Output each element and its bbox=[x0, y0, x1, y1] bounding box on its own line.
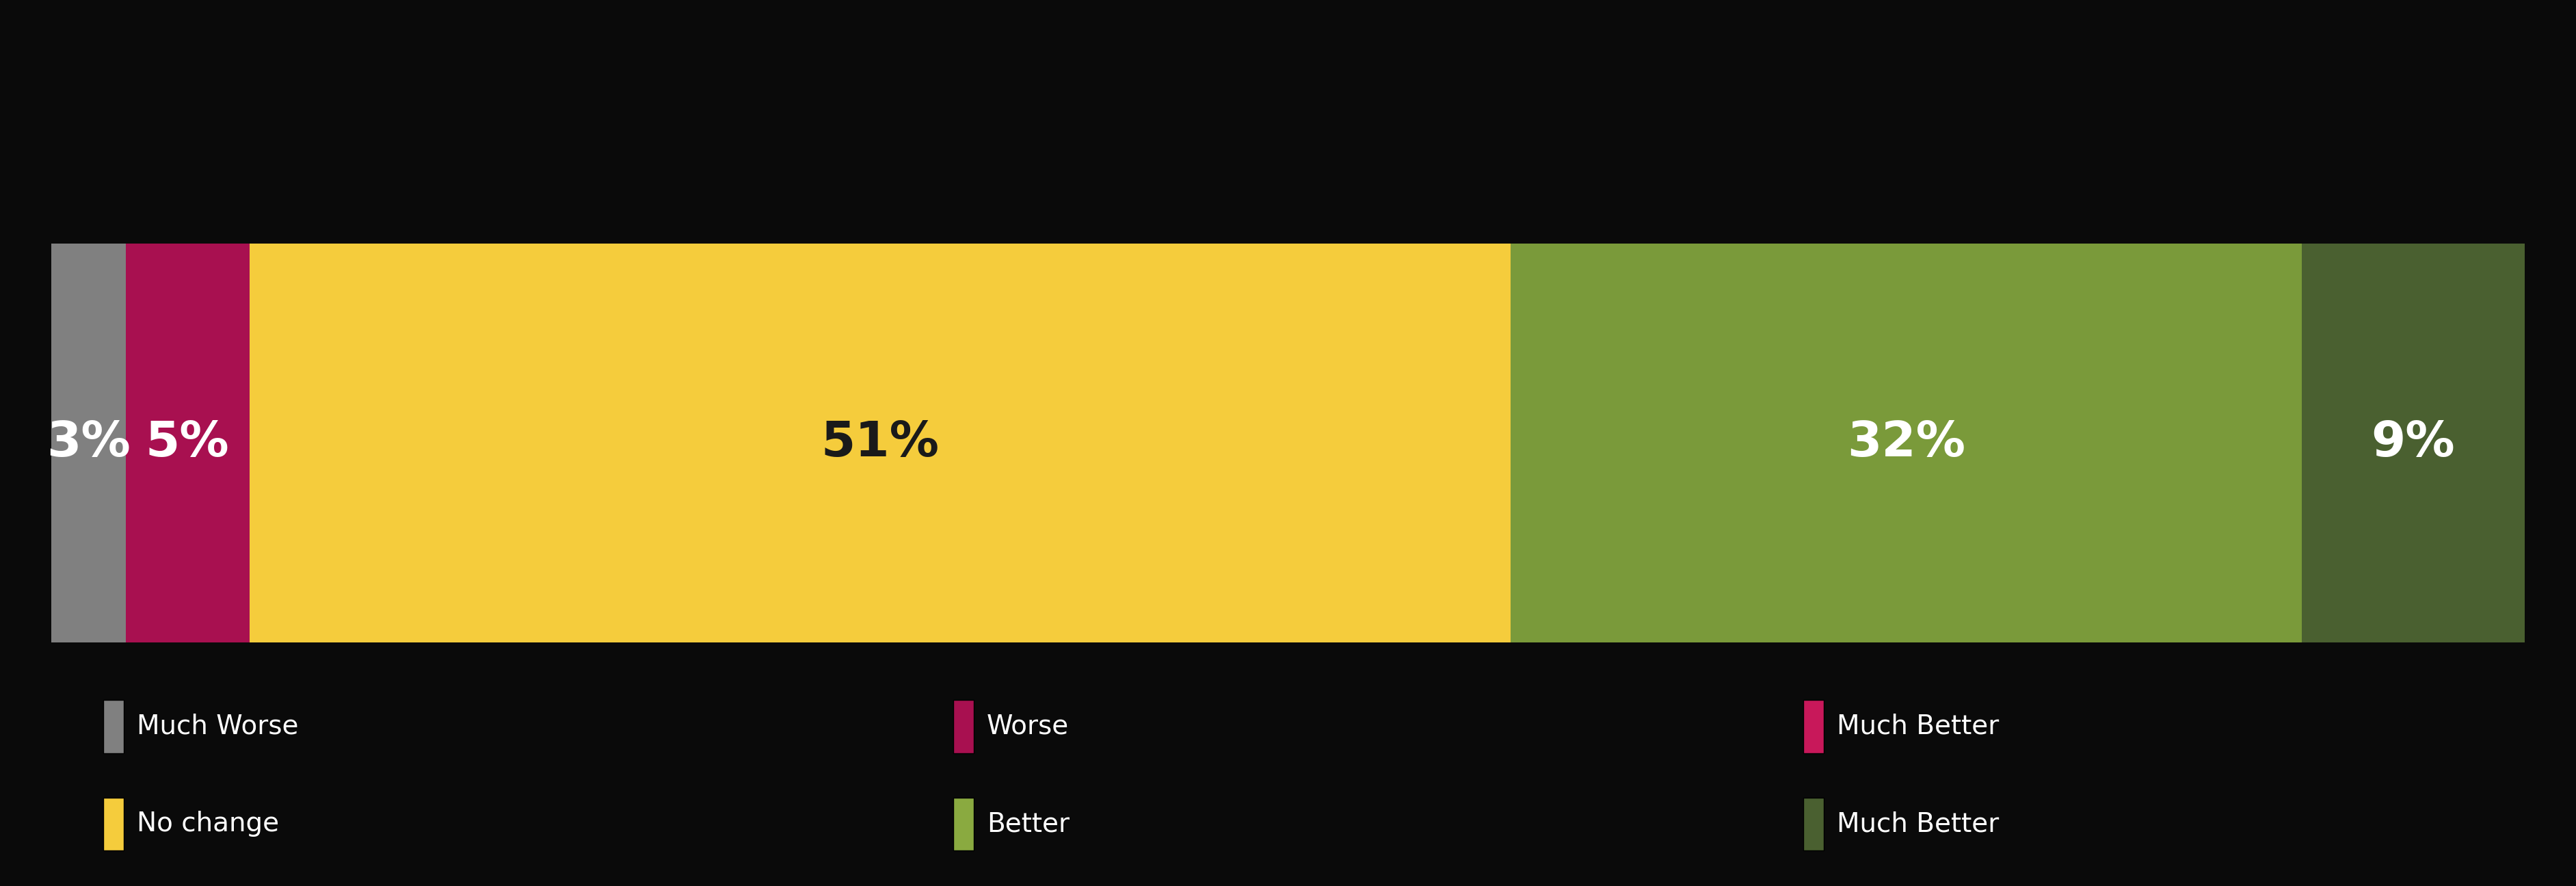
Bar bbox=[52, 244, 126, 642]
Text: Much Better: Much Better bbox=[1837, 811, 1999, 837]
Text: 3%: 3% bbox=[46, 419, 131, 467]
Text: No change: No change bbox=[137, 811, 278, 837]
Bar bbox=[2303, 244, 2524, 642]
Text: 51%: 51% bbox=[822, 419, 940, 467]
Text: 9%: 9% bbox=[2372, 419, 2455, 467]
Text: Worse: Worse bbox=[987, 713, 1069, 740]
Text: 5%: 5% bbox=[147, 419, 229, 467]
Text: Much Worse: Much Worse bbox=[137, 713, 299, 740]
Text: 32%: 32% bbox=[1847, 419, 1965, 467]
Text: Better: Better bbox=[987, 811, 1069, 837]
Bar bbox=[1510, 244, 2303, 642]
Bar bbox=[250, 244, 1510, 642]
Text: Much Better: Much Better bbox=[1837, 713, 1999, 740]
Bar bbox=[126, 244, 250, 642]
